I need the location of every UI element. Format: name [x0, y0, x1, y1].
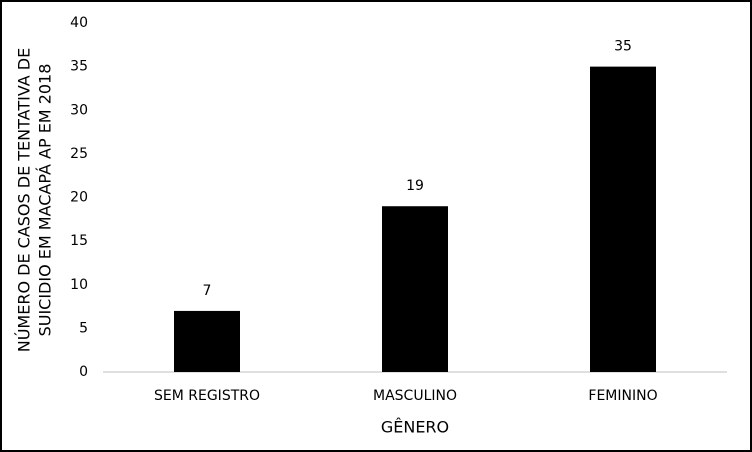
y-tick-label: 30	[70, 102, 88, 118]
x-tick-label: FEMININO	[588, 388, 657, 404]
y-tick-label: 25	[70, 146, 88, 162]
data-label: 35	[614, 39, 632, 55]
y-tick-label: 20	[70, 190, 88, 206]
y-tick-label: 35	[70, 59, 88, 75]
y-tick-label: 40	[70, 15, 88, 31]
data-label: 7	[203, 283, 212, 299]
y-tick-label: 10	[70, 277, 88, 293]
bar	[174, 310, 240, 372]
y-tick-label: 15	[70, 233, 88, 249]
y-tick-label: 5	[79, 320, 88, 336]
bar	[590, 66, 656, 372]
y-axis-title: SUICIDIO EM MACAPÁ AP EM 2018	[36, 64, 55, 337]
x-tick-label: SEM REGISTRO	[154, 388, 260, 404]
x-axis-title: GÊNERO	[381, 418, 449, 437]
x-tick-label: MASCULINO	[373, 388, 457, 404]
bar	[382, 206, 448, 372]
data-label: 19	[406, 178, 424, 194]
y-tick-label: 0	[79, 364, 88, 380]
y-axis-title: NÚMERO DE CASOS DE TENTATIVA DE	[15, 48, 34, 353]
